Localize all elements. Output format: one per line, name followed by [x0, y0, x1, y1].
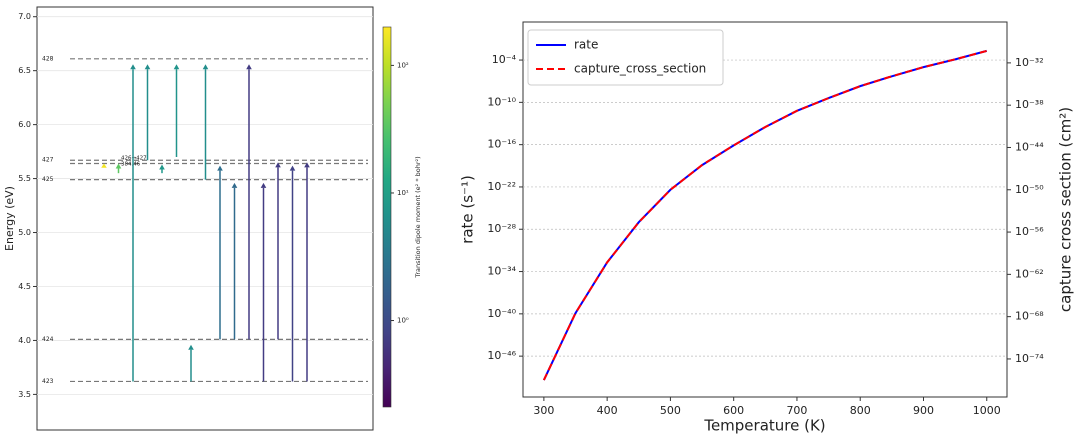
colorbar-tick-label: 10² [397, 61, 409, 69]
level-label: 427 [42, 157, 54, 164]
y2-tick-label: 10⁻³² [1015, 56, 1044, 69]
arrow-head [173, 64, 180, 70]
y2-tick-label: 10⁻⁵⁰ [1015, 183, 1044, 196]
annotation: 384.46 [121, 162, 141, 168]
x-axis-label: Temperature (K) [703, 417, 825, 435]
x-tick-label: 500 [660, 404, 681, 417]
arrow-head [101, 163, 107, 168]
arrow-head [289, 165, 296, 171]
arrow-head [275, 162, 281, 168]
y2-tick-label: 10⁻⁵⁶ [1015, 225, 1044, 238]
y-tick-label: 3.5 [18, 390, 31, 399]
arrow-head [115, 163, 122, 169]
arrow-head [130, 64, 136, 70]
x-tick-label: 300 [533, 404, 554, 417]
x-tick-label: 400 [597, 404, 618, 417]
colorbar-tick-label: 10¹ [397, 189, 409, 197]
y-tick-label: 10⁻⁴⁰ [487, 307, 516, 320]
arrow-head [144, 64, 151, 70]
y-tick-label: 10⁻¹⁶ [487, 138, 516, 151]
y-tick-label: 10⁻²² [487, 180, 516, 193]
legend-box [527, 29, 724, 86]
y-axis-label: rate (s⁻¹) [459, 175, 477, 244]
y2-tick-label: 10⁻⁶⁸ [1015, 310, 1044, 323]
y-tick-label: 10⁻⁴⁶ [487, 349, 516, 362]
y-tick-label: 10⁻³⁴ [487, 265, 516, 278]
level-label: 428 [42, 55, 54, 62]
y-tick-label: 4.5 [18, 282, 31, 291]
arrow-head [159, 164, 165, 170]
x-tick-label: 700 [786, 404, 807, 417]
x-tick-label: 1000 [973, 404, 1001, 417]
y2-tick-label: 10⁻⁴⁴ [1015, 140, 1044, 153]
arrow-head [202, 64, 209, 70]
colorbar [382, 26, 392, 408]
legend-label: rate [574, 38, 598, 52]
y-tick-label: 6.5 [18, 66, 31, 75]
y-axis-label: Energy (eV) [3, 186, 16, 251]
arrow-head [188, 344, 194, 350]
annotation: 426→427 [121, 156, 147, 162]
arrow-head [217, 165, 223, 171]
level-label: 423 [42, 378, 54, 385]
y-tick-label: 4.0 [18, 336, 31, 345]
x-tick-label: 900 [913, 404, 934, 417]
x-tick-label: 600 [723, 404, 744, 417]
y-tick-label: 6.0 [18, 120, 31, 129]
arrow-head [231, 182, 238, 188]
colorbar-tick-label: 10⁰ [397, 317, 409, 325]
legend-label: capture_cross_section [574, 62, 706, 76]
arrow-head [246, 64, 252, 70]
x-tick-label: 800 [850, 404, 871, 417]
y-tick-label: 5.0 [18, 228, 31, 237]
arrow-head [260, 182, 267, 188]
y-tick-label: 7.0 [18, 12, 31, 21]
y-tick-label: 5.5 [18, 174, 31, 183]
y2-tick-label: 10⁻³⁸ [1015, 98, 1044, 111]
y-tick-label: 10⁻⁴ [492, 53, 517, 66]
y2-tick-label: 10⁻⁷⁴ [1015, 352, 1044, 365]
y2-tick-label: 10⁻⁶² [1015, 267, 1044, 280]
level-label: 425 [42, 176, 54, 183]
y-tick-label: 10⁻¹⁰ [487, 95, 516, 108]
series-line [542, 49, 988, 381]
y2-axis-label: capture cross section (cm²) [1057, 107, 1075, 312]
level-label: 424 [42, 336, 54, 343]
arrow-head [304, 162, 310, 168]
colorbar-label: Transition dipole moment (e² * bohr²) [414, 156, 422, 278]
y-tick-label: 10⁻²⁸ [487, 222, 516, 235]
